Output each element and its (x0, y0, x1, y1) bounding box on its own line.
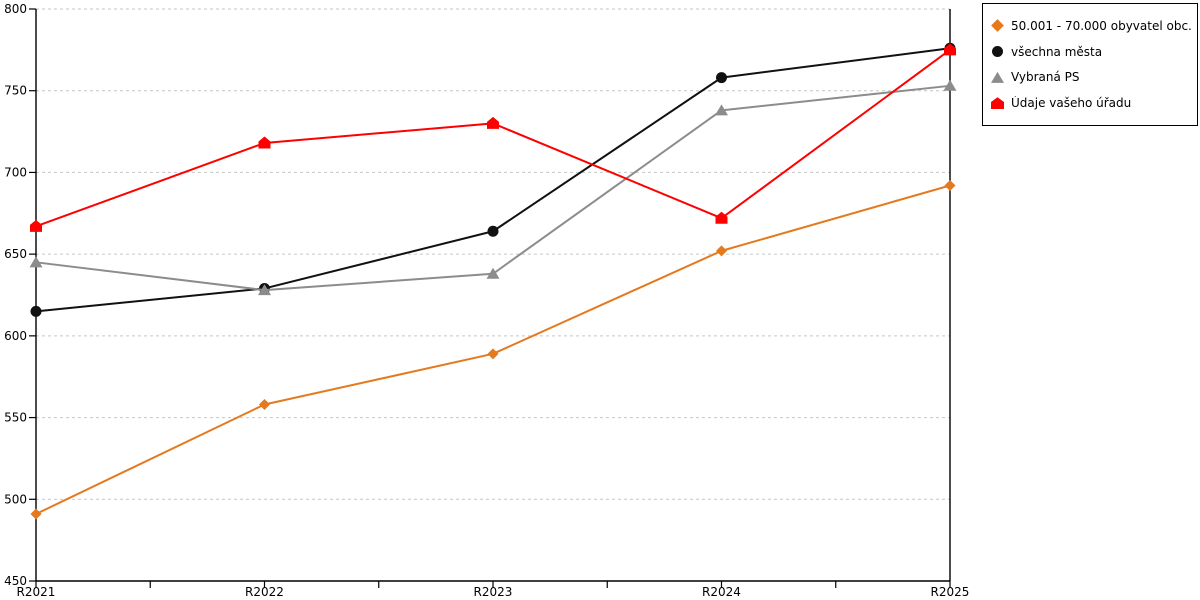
data-point-triangle (486, 267, 500, 279)
data-point-diamond (716, 245, 727, 257)
x-tick-label: R2023 (474, 585, 513, 599)
y-tick-label: 600 (4, 329, 27, 343)
data-point-triangle (943, 79, 957, 91)
diamond-marker-icon (991, 19, 1004, 33)
legend-item-50001-70000-obyvatel[interactable]: 50.001 - 70.000 obyvatel obc... (991, 19, 1193, 33)
data-point-triangle (258, 284, 271, 296)
legend-label: Vybraná PS (1011, 70, 1080, 85)
data-point-diamond (259, 398, 270, 410)
data-point-house (30, 219, 42, 232)
triangle-marker-icon (991, 71, 1004, 83)
legend-item-vsechna-mesta[interactable]: všechna města (991, 45, 1193, 59)
x-tick-label: R2025 (931, 585, 970, 599)
legend-item-vybrana-ps[interactable]: Vybraná PS (991, 70, 1193, 84)
data-point-house (944, 43, 956, 56)
series-line-2 (35, 84, 951, 292)
data-point-diamond (30, 508, 42, 520)
y-tick-label: 750 (4, 84, 27, 98)
data-point-circle (30, 305, 42, 317)
y-tick-label: 800 (4, 2, 27, 16)
y-tick-label: 700 (4, 165, 27, 179)
series-line-3 (35, 49, 951, 228)
data-point-circle (716, 72, 727, 84)
data-point-triangle (29, 256, 43, 268)
y-tick-label: 650 (4, 247, 27, 261)
house-marker-icon (991, 97, 1004, 110)
legend-label: 50.001 - 70.000 obyvatel obc... (1011, 18, 1193, 33)
legend-label: Údaje vašeho úřadu (1011, 96, 1132, 111)
x-tick-label: R2021 (17, 585, 56, 599)
legend-label: všechna města (1011, 44, 1103, 59)
data-point-diamond (944, 180, 956, 192)
data-point-house (715, 211, 728, 224)
y-tick-label: 450 (4, 574, 27, 588)
y-tick-label: 550 (4, 411, 27, 425)
legend-item-udaje-vaseho-uradu[interactable]: Údaje vašeho úřadu (991, 96, 1193, 110)
x-tick-label: R2022 (245, 585, 284, 599)
data-point-triangle (715, 104, 728, 116)
circle-marker-icon (992, 46, 1003, 58)
data-point-circle (487, 225, 499, 237)
data-point-diamond (487, 348, 499, 360)
y-tick-label: 500 (4, 492, 27, 506)
chart-legend: 50.001 - 70.000 obyvatel obc... všechna … (982, 3, 1198, 126)
data-point-house (258, 136, 271, 149)
data-point-house (487, 116, 499, 129)
x-tick-label: R2024 (702, 585, 741, 599)
